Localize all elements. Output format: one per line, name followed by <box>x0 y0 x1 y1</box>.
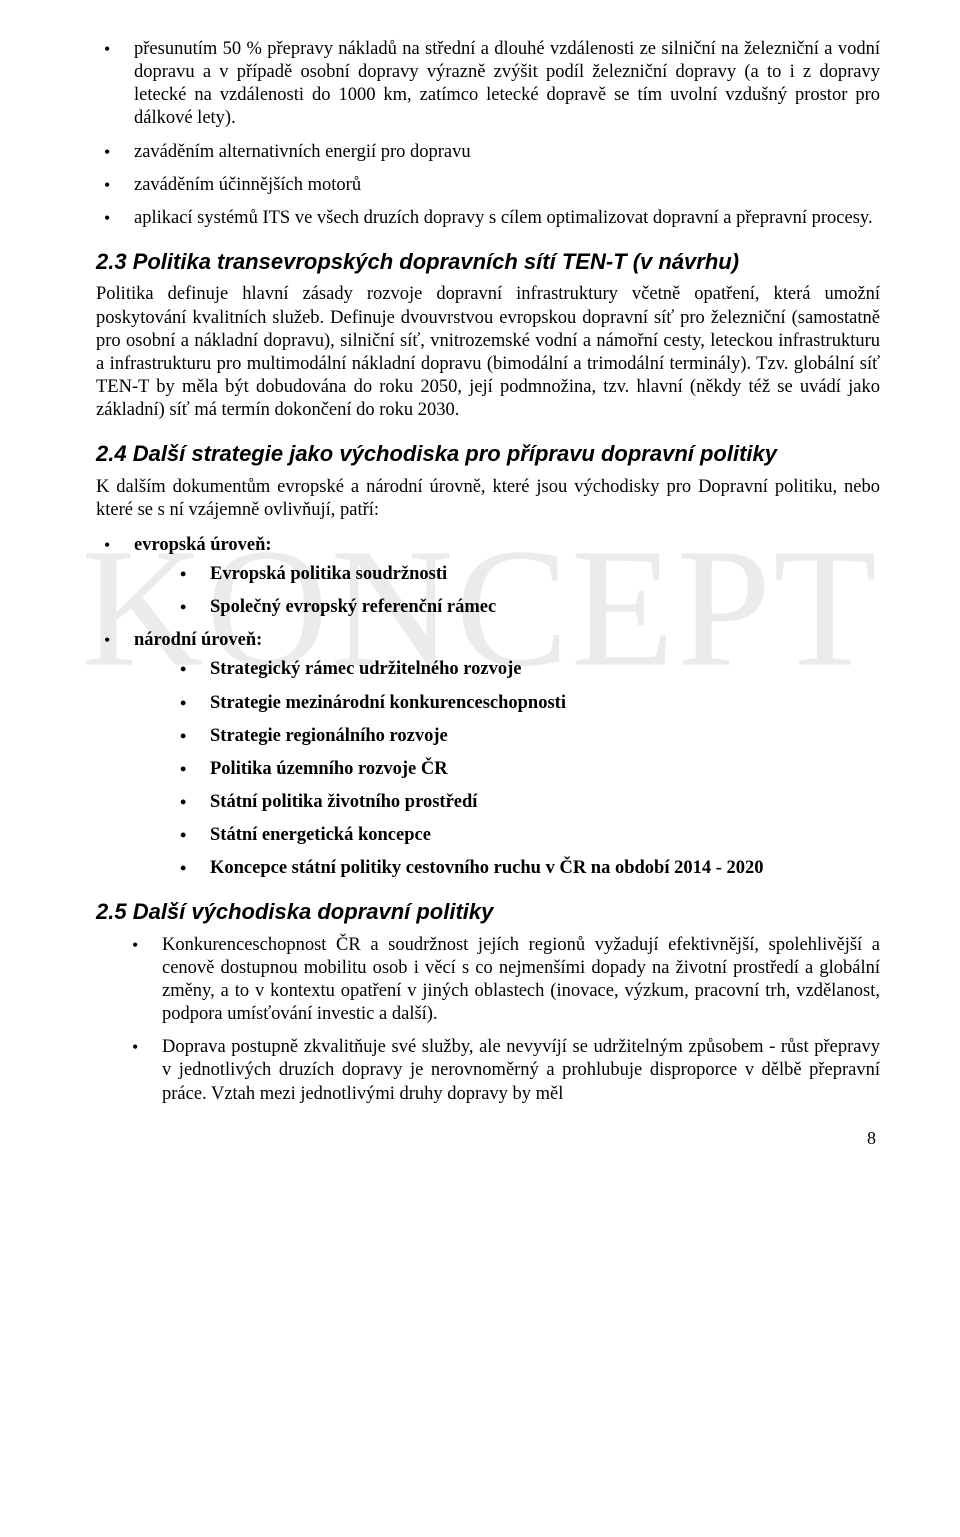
list-item: Společný evropský referenční rámec <box>134 596 880 619</box>
list-item: Státní energetická koncepce <box>134 824 880 847</box>
list-group-national: národní úroveň: Strategický rámec udržit… <box>96 629 880 880</box>
section-2-4-paragraph: K dalším dokumentům evropské a národní ú… <box>96 476 880 522</box>
list-item: Konkurenceschopnost ČR a soudržnost její… <box>124 934 880 1027</box>
list-item: Politika územního rozvoje ČR <box>134 758 880 781</box>
section-2-4-heading: 2.4 Další strategie jako východiska pro … <box>96 440 880 468</box>
list-item: zaváděním účinnějších motorů <box>96 174 880 197</box>
list-item: přesunutím 50 % přepravy nákladů na stře… <box>96 38 880 131</box>
inner-list: Evropská politika soudržnosti Společný e… <box>134 563 880 619</box>
section-2-3-paragraph: Politika definuje hlavní zásady rozvoje … <box>96 283 880 422</box>
list-item: Doprava postupně zkvalitňuje své služby,… <box>124 1036 880 1105</box>
section-2-4-list: evropská úroveň: Evropská politika soudr… <box>96 534 880 880</box>
list-item: Koncepce státní politiky cestovního ruch… <box>134 857 880 880</box>
section-2-5-heading: 2.5 Další východiska dopravní politiky <box>96 898 880 926</box>
list-item: Státní politika životního prostředí <box>134 791 880 814</box>
page-content: přesunutím 50 % přepravy nákladů na stře… <box>96 38 880 1106</box>
list-item: zaváděním alternativních energií pro dop… <box>96 141 880 164</box>
list-group-eu: evropská úroveň: Evropská politika soudr… <box>96 534 880 619</box>
group-label: národní úroveň: <box>134 630 262 650</box>
top-bullet-list: přesunutím 50 % přepravy nákladů na stře… <box>96 38 880 230</box>
group-label: evropská úroveň: <box>134 535 272 555</box>
list-item: aplikací systémů ITS ve všech druzích do… <box>96 207 880 230</box>
page-number: 8 <box>867 1127 876 1150</box>
list-item: Strategie regionálního rozvoje <box>134 725 880 748</box>
section-2-5-list: Konkurenceschopnost ČR a soudržnost její… <box>96 934 880 1106</box>
list-item: Strategie mezinárodní konkurenceschopnos… <box>134 692 880 715</box>
section-2-3-heading: 2.3 Politika transevropských dopravních … <box>96 248 880 276</box>
inner-list: Strategický rámec udržitelného rozvoje S… <box>134 658 880 880</box>
list-item: Evropská politika soudržnosti <box>134 563 880 586</box>
list-item: Strategický rámec udržitelného rozvoje <box>134 658 880 681</box>
